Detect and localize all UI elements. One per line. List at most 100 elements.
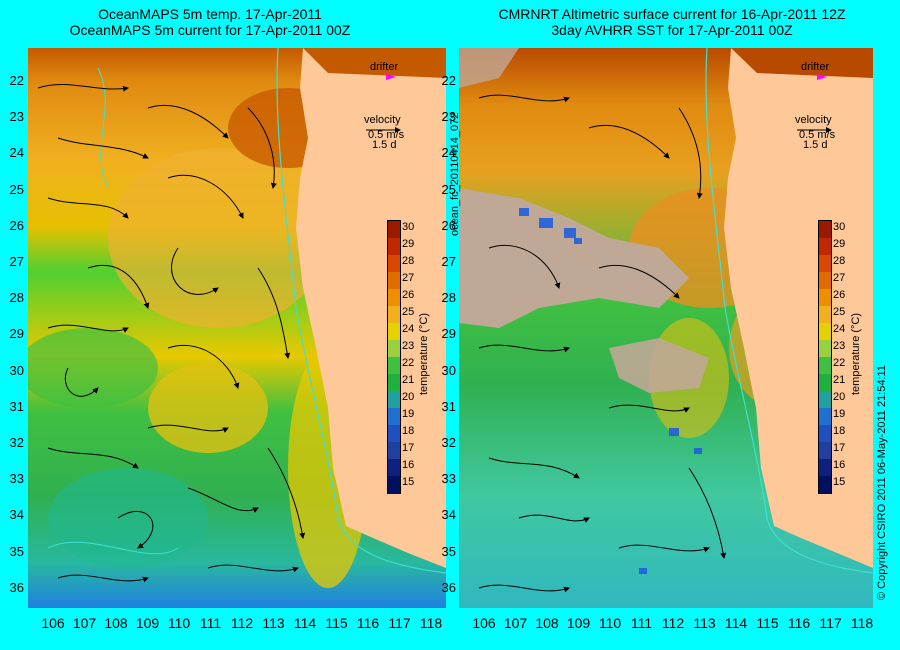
longitude-label: 118 — [850, 615, 874, 631]
copyright-text: © Copyright CSIRO 2011 06-May-2011 21:54… — [876, 365, 888, 600]
colorbar-tick-label: 30 — [833, 221, 846, 233]
colorbar-segment — [388, 357, 400, 375]
colorbar-tick-label: 26 — [402, 289, 415, 301]
right-land-australia — [724, 48, 873, 568]
colorbar-tick-label: 21 — [833, 374, 846, 386]
colorbar-tick-label: 15 — [833, 476, 846, 488]
longitude-label: 113 — [693, 615, 716, 631]
longitude-label: 109 — [566, 615, 591, 631]
longitude-label: 117 — [388, 615, 411, 631]
longitude-label: 108 — [535, 615, 559, 631]
right-title: CMRNRT Altimetric surface current for 16… — [462, 6, 882, 38]
latitude-label: 32 — [441, 435, 456, 450]
colorbar-tick-label: 18 — [402, 425, 415, 437]
colorbar-tick-label: 21 — [402, 374, 415, 386]
longitude-label: 115 — [325, 615, 348, 631]
colorbar-segment — [388, 323, 400, 341]
colorbar-segment — [819, 425, 831, 443]
right-map-svg: drifter velocity 0.5 m/s 1.5 d — [459, 48, 873, 608]
latitude-label: 24 — [441, 145, 456, 161]
colorbar-tick-label: 19 — [402, 408, 415, 420]
longitude-label: 114 — [293, 615, 317, 631]
latitude-label: 29 — [441, 326, 456, 342]
left-colorbar — [387, 220, 401, 494]
colorbar-segment — [819, 306, 831, 324]
longitude-label: 112 — [230, 615, 254, 631]
longitude-label: 108 — [104, 615, 128, 631]
colorbar-segment — [819, 255, 831, 273]
latitude-label: 27 — [9, 254, 24, 269]
longitude-label: 115 — [756, 615, 779, 631]
colorbar-tick-label: 27 — [402, 272, 415, 284]
colorbar-segment — [819, 374, 831, 392]
latitude-label: 26 — [9, 217, 24, 233]
colorbar-tick-label: 29 — [833, 238, 846, 250]
latitude-label: 23 — [9, 109, 24, 125]
colorbar-segment — [819, 221, 831, 239]
latitude-label: 34 — [9, 507, 24, 523]
latitude-label: 31 — [441, 398, 456, 414]
left-isobath — [276, 48, 446, 574]
latitude-label: 29 — [9, 326, 24, 342]
right-drifter-label: drifter — [801, 61, 829, 73]
side-run-label: ocean_fc_20110414_072 — [449, 112, 461, 236]
colorbar-tick-label: 23 — [402, 340, 415, 352]
colorbar-segment — [388, 238, 400, 256]
colorbar-segment — [819, 459, 831, 477]
longitude-label: 116 — [787, 615, 811, 631]
colorbar-segment — [388, 425, 400, 443]
right-drifter-icon — [817, 74, 827, 80]
left-title-line1: OceanMAPS 5m temp. 17-Apr-2011 — [98, 6, 322, 22]
left-map-svg: drifter velocity 0.5 m/s 1.5 d — [28, 48, 446, 608]
right-map: drifter velocity 0.5 m/s 1.5 d — [459, 48, 873, 608]
colorbar-tick-label: 15 — [402, 476, 415, 488]
longitude-label: 113 — [262, 615, 285, 631]
colorbar-tick-label: 26 — [833, 289, 846, 301]
colorbar-tick-label: 25 — [402, 306, 415, 318]
colorbar-segment — [388, 459, 400, 477]
colorbar-segment — [819, 442, 831, 460]
left-streamlines — [37, 84, 306, 583]
latitude-label: 33 — [9, 471, 24, 487]
left-velocity-scale: 0.5 m/s — [368, 129, 405, 141]
colorbar-tick-label: 22 — [833, 357, 846, 369]
colorbar-tick-label: 24 — [402, 323, 415, 335]
latitude-label: 22 — [441, 73, 456, 88]
latitude-label: 36 — [9, 579, 24, 595]
colorbar-segment — [819, 289, 831, 307]
right-title-line1: CMRNRT Altimetric surface current for 16… — [498, 6, 846, 22]
longitude-label: 109 — [135, 615, 160, 631]
colorbar-segment — [388, 408, 400, 426]
colorbar-segment — [819, 476, 831, 494]
latitude-label: 34 — [441, 507, 456, 523]
longitude-label: 106 — [472, 615, 496, 631]
left-drifter-label: drifter — [370, 61, 398, 73]
colorbar-tick-label: 22 — [402, 357, 415, 369]
colorbar-segment — [819, 323, 831, 341]
colorbar-tick-label: 19 — [833, 408, 846, 420]
latitude-label: 33 — [441, 471, 456, 487]
colorbar-segment — [819, 238, 831, 256]
latitude-label: 28 — [441, 290, 456, 306]
colorbar-tick-label: 18 — [833, 425, 846, 437]
colorbar-segment — [388, 476, 400, 494]
left-velocity-label: velocity — [364, 114, 401, 126]
latitude-label: 28 — [9, 290, 24, 306]
longitude-label: 114 — [724, 615, 748, 631]
colorbar-segment — [388, 255, 400, 273]
latitude-label: 22 — [9, 73, 24, 88]
colorbar-tick-label: 30 — [402, 221, 415, 233]
longitude-label: 111 — [199, 615, 222, 631]
colorbar-tick-label: 24 — [833, 323, 846, 335]
latitude-label: 26 — [441, 217, 456, 233]
right-velocity-scale: 0.5 m/s — [799, 129, 836, 141]
colorbar-tick-label: 29 — [402, 238, 415, 250]
colorbar-tick-label: 28 — [833, 255, 846, 267]
colorbar-segment — [819, 357, 831, 375]
right-velocity-duration: 1.5 d — [803, 139, 827, 151]
longitude-label: 117 — [819, 615, 842, 631]
latitude-label: 32 — [9, 435, 24, 450]
longitude-label: 110 — [167, 615, 191, 631]
colorbar-segment — [819, 408, 831, 426]
left-velocity-duration: 1.5 d — [372, 139, 396, 151]
